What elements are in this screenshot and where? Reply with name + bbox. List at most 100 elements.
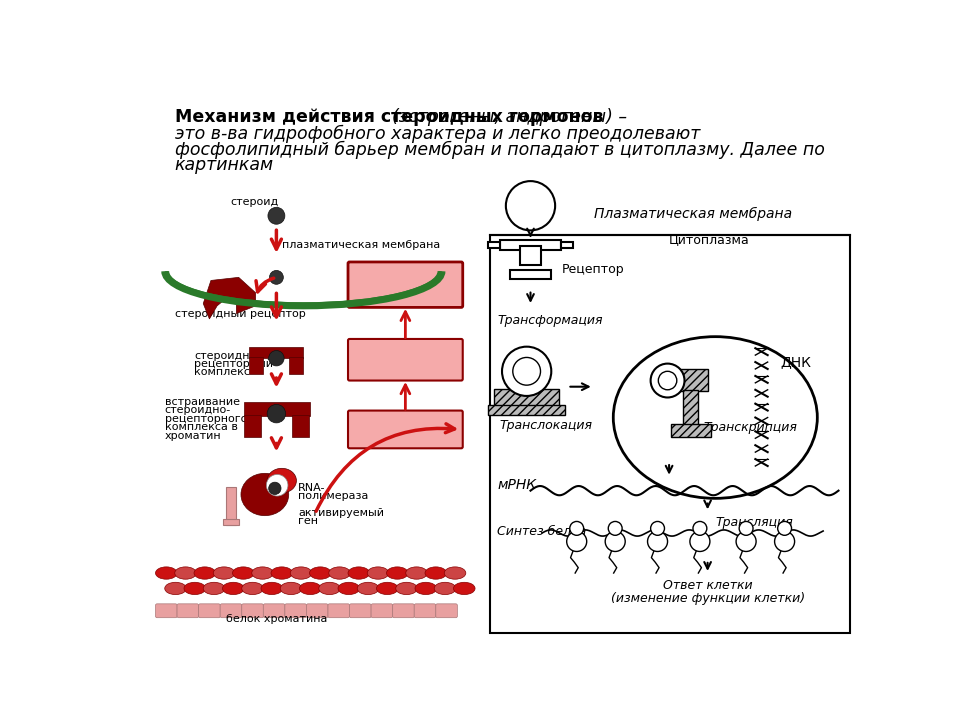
Bar [519, 246, 541, 265]
Ellipse shape [319, 582, 340, 595]
Bar [292, 415, 309, 437]
Ellipse shape [444, 567, 466, 579]
Circle shape [269, 351, 284, 366]
Circle shape [266, 474, 288, 496]
FancyBboxPatch shape [285, 604, 306, 618]
Text: КЛЕТОЧНЫЙ
ОТВЕТ: КЛЕТОЧНЫЙ ОТВЕТ [354, 268, 457, 298]
Text: стероид: стероид [230, 197, 279, 207]
FancyBboxPatch shape [328, 604, 349, 618]
Text: плазматическая мембрана: плазматическая мембрана [282, 240, 441, 250]
FancyBboxPatch shape [156, 604, 177, 618]
Ellipse shape [357, 582, 379, 595]
Circle shape [651, 364, 684, 397]
Circle shape [270, 271, 283, 284]
Ellipse shape [368, 567, 389, 579]
FancyBboxPatch shape [220, 604, 242, 618]
Circle shape [506, 181, 555, 230]
Ellipse shape [223, 582, 244, 595]
FancyBboxPatch shape [242, 604, 263, 618]
Ellipse shape [453, 582, 475, 595]
Ellipse shape [328, 567, 350, 579]
Text: "новые" mRNA: "новые" mRNA [358, 421, 453, 434]
Text: сг: сг [521, 197, 540, 215]
Polygon shape [204, 277, 255, 319]
Ellipse shape [252, 567, 274, 579]
Ellipse shape [156, 567, 177, 579]
Text: "новые"
полипептиды: "новые" полипептиды [360, 344, 450, 372]
Text: (изменение функции клетки): (изменение функции клетки) [611, 592, 804, 605]
Circle shape [268, 207, 285, 224]
Circle shape [269, 482, 281, 495]
Ellipse shape [425, 567, 446, 579]
Text: Транскрипция: Транскрипция [704, 421, 798, 434]
FancyBboxPatch shape [177, 604, 199, 618]
Bar [244, 402, 309, 416]
Circle shape [570, 521, 584, 535]
Text: Цитоплазма: Цитоплазма [668, 233, 749, 246]
Ellipse shape [613, 337, 817, 498]
Text: мРНК: мРНК [497, 478, 537, 492]
Ellipse shape [184, 582, 205, 595]
Text: (эстрогены, андрогены) –: (эстрогены, андрогены) – [370, 108, 627, 126]
Bar [244, 415, 261, 437]
Circle shape [690, 531, 709, 552]
Circle shape [267, 405, 286, 423]
Ellipse shape [232, 567, 254, 579]
Text: активируемый: активируемый [298, 508, 384, 518]
Bar [290, 356, 303, 374]
Text: хроматин: хроматин [165, 431, 222, 441]
Text: ген: ген [298, 516, 318, 526]
Text: Синтез белка: Синтез белка [497, 525, 587, 538]
Text: RNA-: RNA- [298, 483, 325, 493]
Circle shape [659, 372, 677, 390]
Bar [494, 389, 559, 406]
Ellipse shape [338, 582, 360, 595]
FancyBboxPatch shape [393, 604, 414, 618]
FancyBboxPatch shape [436, 604, 457, 618]
Ellipse shape [396, 582, 418, 595]
Bar [488, 242, 500, 248]
Ellipse shape [290, 567, 312, 579]
FancyBboxPatch shape [348, 339, 463, 381]
Bar [491, 235, 850, 633]
Text: стероидный рецептор: стероидный рецептор [175, 309, 305, 318]
Bar [488, 405, 565, 415]
Ellipse shape [213, 567, 235, 579]
Ellipse shape [271, 567, 293, 579]
Bar [562, 242, 573, 248]
FancyBboxPatch shape [199, 604, 220, 618]
Bar [250, 356, 263, 374]
Circle shape [651, 521, 664, 535]
Ellipse shape [415, 582, 437, 595]
Bar [500, 240, 562, 251]
Circle shape [609, 521, 622, 535]
Text: встраивание: встраивание [165, 397, 240, 407]
Text: Плазматическая мембрана: Плазматическая мембрана [594, 207, 792, 221]
Circle shape [502, 346, 551, 396]
Bar [671, 424, 710, 437]
Text: белок хроматина: белок хроматина [226, 614, 327, 624]
Ellipse shape [194, 567, 216, 579]
Text: фосфолипидный барьер мембран и попадают в цитоплазму. Далее по: фосфолипидный барьер мембран и попадают … [175, 140, 825, 158]
Text: Рецептор: Рецептор [562, 263, 624, 276]
Ellipse shape [376, 582, 398, 595]
Text: комплекса в: комплекса в [165, 422, 238, 432]
Text: стероидно-: стероидно- [165, 405, 231, 415]
FancyBboxPatch shape [306, 604, 328, 618]
Bar [511, 270, 550, 279]
Text: картинкам: картинкам [175, 156, 274, 174]
Circle shape [739, 521, 753, 535]
FancyBboxPatch shape [348, 262, 463, 307]
Text: стероидно-: стероидно- [194, 351, 260, 361]
Ellipse shape [241, 473, 289, 516]
Ellipse shape [267, 468, 297, 493]
Text: рецепторного: рецепторного [165, 414, 247, 423]
Bar [683, 390, 698, 426]
Ellipse shape [348, 567, 370, 579]
Text: ДНК: ДНК [780, 355, 811, 369]
FancyBboxPatch shape [372, 604, 393, 618]
Ellipse shape [261, 582, 282, 595]
Text: рецепторный: рецепторный [194, 359, 273, 369]
Ellipse shape [242, 582, 263, 595]
Ellipse shape [175, 567, 196, 579]
